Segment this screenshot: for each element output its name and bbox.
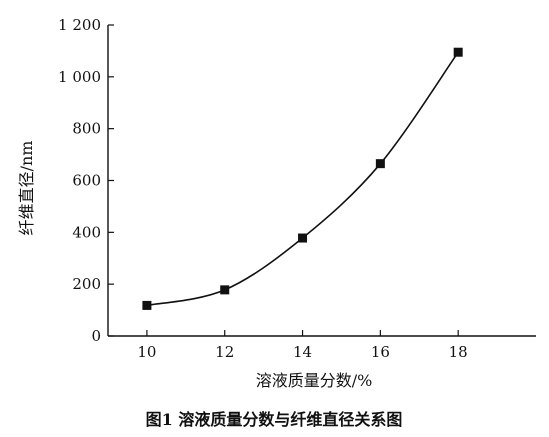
- x-axis-label: 溶液质量分数/%: [256, 371, 373, 390]
- x-tick-label: 18: [449, 343, 468, 361]
- y-tick-label: 0: [91, 327, 101, 345]
- data-point-marker: [375, 159, 385, 169]
- y-tick-label: 1 000: [58, 68, 101, 86]
- x-tick-label: 14: [293, 343, 312, 361]
- series-line: [146, 51, 459, 307]
- y-ticks: 0 200 400 600 800 1 000 1 200: [58, 16, 114, 345]
- x-tick-label: 12: [215, 343, 234, 361]
- x-ticks: 10 12 14 16 18: [137, 330, 468, 361]
- data-point-marker: [220, 285, 230, 295]
- x-tick-label: 16: [371, 343, 390, 361]
- y-axis-label: 纤维直径/nm: [17, 141, 36, 236]
- y-tick-label: 200: [72, 275, 101, 293]
- y-tick-label: 1 200: [58, 16, 101, 34]
- axes: [107, 25, 536, 337]
- data-point-marker: [298, 233, 308, 243]
- x-tick-label: 10: [137, 343, 156, 361]
- data-point-marker: [142, 300, 152, 310]
- series: [142, 47, 463, 310]
- y-tick-label: 800: [72, 120, 101, 138]
- y-tick-label: 400: [72, 223, 101, 241]
- y-tick-label: 600: [72, 172, 101, 190]
- figure-caption: 图1 溶液质量分数与纤维直径关系图: [146, 410, 403, 429]
- data-point-marker: [453, 47, 463, 57]
